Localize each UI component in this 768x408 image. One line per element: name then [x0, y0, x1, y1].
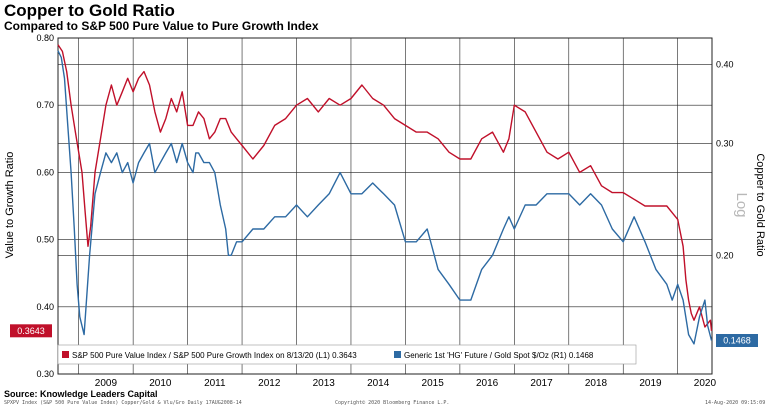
- last-value-red-badge: 0.3643: [10, 324, 52, 338]
- legend-label-copper-gold: Generic 1st 'HG' Future / Gold Spot $/Oz…: [404, 351, 594, 360]
- chart-title: Copper to Gold Ratio: [4, 1, 175, 20]
- left-tick-label: 0.30: [36, 369, 54, 379]
- legend: S&P 500 Pure Value Index / S&P 500 Pure …: [57, 344, 637, 365]
- log-scale-note: Log: [733, 192, 750, 217]
- left-axis-ticks: 0.30 0.40 0.50 0.60 0.70 0.80: [36, 33, 54, 379]
- last-value-red-box: [10, 324, 52, 338]
- right-axis-ticks: 0.20 0.30 0.40: [716, 59, 734, 260]
- left-tick-label: 0.40: [36, 302, 54, 312]
- left-tick-label: 0.50: [36, 235, 54, 245]
- x-axis-ticks: 2009 2010 2011 2012 2013 2014 2015 2016 2017 2018…: [95, 378, 717, 389]
- footer-left: SPXPV Index (S&P 500 Pure Value Index) C…: [4, 400, 242, 406]
- footer-copyright: Copyright© 2020 Bloomberg Finance L.P.: [335, 400, 450, 406]
- last-value-blue-badge: 0.1468: [716, 334, 758, 347]
- left-tick-label: 0.60: [36, 167, 54, 177]
- x-tick-label: 2019: [639, 378, 662, 389]
- left-tick-label: 0.80: [36, 33, 54, 43]
- right-tick-label: 0.30: [716, 139, 734, 149]
- legend-label-value-growth: S&P 500 Pure Value Index / S&P 500 Pure …: [72, 351, 357, 360]
- footer-timestamp: 14-Aug-2020 09:15:09: [705, 400, 766, 406]
- left-tick-label: 0.70: [36, 100, 54, 110]
- legend-swatch-blue: [394, 351, 401, 358]
- right-tick-label: 0.20: [716, 250, 734, 260]
- x-tick-label: 2017: [530, 378, 553, 389]
- right-tick-label: 0.40: [716, 59, 734, 69]
- source-note: Source: Knowledge Leaders Capital: [4, 389, 158, 399]
- last-value-blue-box: [716, 334, 758, 347]
- x-tick-label: 2012: [258, 378, 281, 389]
- last-value-red-label: 0.3643: [17, 326, 45, 336]
- series-line-value-growth: [57, 44, 713, 331]
- x-tick-label: 2010: [149, 378, 172, 389]
- series-lines: [57, 44, 713, 345]
- x-tick-label: 2018: [585, 378, 608, 389]
- x-tick-label: 2009: [95, 378, 118, 389]
- right-axis-label: Copper to Gold Ratio: [754, 153, 766, 256]
- legend-swatch-red: [62, 351, 69, 358]
- series-line-copper-gold: [57, 50, 713, 345]
- last-value-blue-label: 0.1468: [723, 336, 751, 346]
- x-tick-label: 2011: [204, 378, 226, 389]
- chart-subtitle: Compared to S&P 500 Pure Value to Pure G…: [4, 19, 319, 33]
- x-tick-label: 2020: [694, 378, 717, 389]
- x-tick-label: 2013: [313, 378, 336, 389]
- legend-box: [57, 344, 637, 365]
- left-axis-label: Value to Growth Ratio: [4, 152, 16, 259]
- gridlines: [58, 38, 712, 374]
- x-tick-label: 2015: [422, 378, 445, 389]
- x-tick-label: 2016: [476, 378, 499, 389]
- plot-area: [57, 37, 713, 375]
- x-tick-label: 2014: [367, 378, 390, 389]
